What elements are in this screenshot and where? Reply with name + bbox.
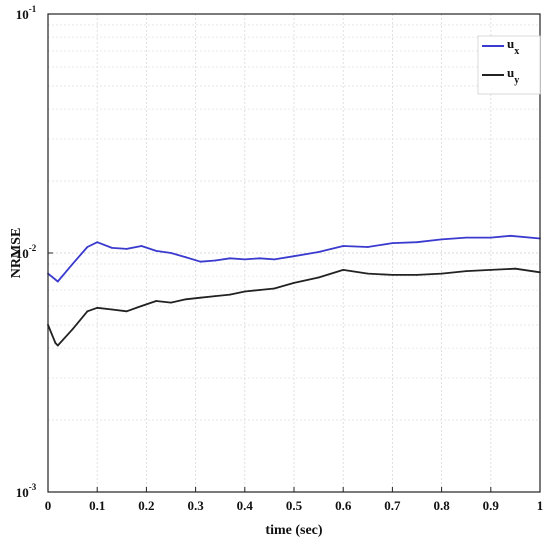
data-point-ux bbox=[155, 250, 158, 252]
y-tick-label: 10-2 bbox=[16, 243, 37, 261]
data-point-ux bbox=[71, 263, 74, 265]
data-point-ux bbox=[96, 241, 99, 244]
data-point-ux bbox=[366, 246, 369, 248]
data-point-uy bbox=[140, 305, 143, 307]
data-point-uy bbox=[317, 276, 320, 279]
data-point-ux bbox=[170, 252, 172, 254]
data-point-uy bbox=[391, 274, 394, 276]
y-axis-ticks: 10-3 10-2 10-1 bbox=[16, 4, 53, 500]
data-point-ux bbox=[293, 255, 295, 258]
data-point-ux bbox=[440, 238, 443, 241]
data-point-ux bbox=[243, 258, 246, 261]
data-point-uy bbox=[125, 310, 128, 313]
legend: ux uy bbox=[477, 35, 541, 95]
data-point-ux bbox=[229, 257, 231, 260]
data-point-uy bbox=[96, 306, 99, 309]
data-point-uy bbox=[111, 308, 113, 311]
data-point-uy bbox=[243, 290, 246, 293]
x-axis-title: time (sec) bbox=[265, 523, 322, 538]
data-point-uy bbox=[416, 274, 418, 276]
data-point-ux bbox=[86, 246, 89, 248]
data-point-ux bbox=[258, 257, 261, 260]
data-point-uy bbox=[54, 342, 57, 344]
data-point-ux bbox=[416, 241, 418, 244]
y-axis-title: NRMSE bbox=[9, 228, 24, 279]
data-point-ux bbox=[489, 236, 492, 239]
data-point-uy bbox=[155, 300, 158, 302]
legend-label-uy: uy bbox=[507, 65, 519, 86]
series-layer bbox=[47, 234, 541, 347]
data-point-ux bbox=[391, 242, 394, 245]
grid bbox=[48, 14, 540, 492]
y-tick-label: 10-1 bbox=[16, 4, 37, 22]
data-point-uy bbox=[366, 272, 369, 275]
data-point-uy bbox=[465, 270, 468, 272]
data-point-uy bbox=[489, 269, 492, 271]
y-tick-label: 10-3 bbox=[16, 482, 37, 500]
data-point-ux bbox=[125, 248, 128, 250]
x-tick-label: 0.9 bbox=[483, 498, 500, 513]
x-tick-label: 0.6 bbox=[335, 498, 352, 513]
x-tick-label: 0.8 bbox=[433, 498, 450, 513]
x-tick-label: 0.5 bbox=[286, 498, 303, 513]
x-tick-label: 0 bbox=[45, 498, 52, 513]
x-tick-label: 0.7 bbox=[384, 498, 401, 513]
data-point-uy bbox=[71, 328, 74, 331]
data-point-uy bbox=[214, 295, 217, 297]
data-point-ux bbox=[317, 251, 320, 253]
data-point-ux bbox=[199, 260, 202, 263]
data-point-ux bbox=[140, 245, 143, 247]
data-point-uy bbox=[170, 301, 172, 304]
data-point-ux bbox=[342, 245, 345, 247]
data-point-uy bbox=[184, 298, 187, 301]
data-point-ux bbox=[214, 259, 217, 262]
data-point-ux bbox=[184, 256, 187, 259]
data-point-ux bbox=[465, 236, 468, 239]
data-point-uy bbox=[293, 282, 295, 284]
x-tick-label: 1 bbox=[537, 498, 544, 513]
data-point-ux bbox=[509, 234, 512, 237]
data-point-ux bbox=[273, 258, 276, 261]
data-point-uy bbox=[514, 267, 517, 270]
data-point-uy bbox=[342, 269, 345, 271]
data-point-ux bbox=[111, 247, 113, 249]
data-point-ux bbox=[56, 280, 59, 283]
data-point-uy bbox=[273, 287, 276, 290]
x-tick-label: 0.1 bbox=[89, 498, 105, 513]
x-axis-ticks: 0 0.1 0.2 0.3 0.4 0.5 0.6 0.7 0.8 0.9 1 bbox=[45, 487, 544, 513]
data-point-uy bbox=[56, 344, 59, 347]
series-line-ux bbox=[47, 234, 541, 283]
legend-label-ux: ux bbox=[507, 36, 519, 57]
data-point-uy bbox=[86, 310, 89, 313]
data-point-uy bbox=[229, 293, 231, 296]
x-tick-label: 0.3 bbox=[187, 498, 204, 513]
x-tick-label: 0.4 bbox=[237, 498, 254, 513]
data-point-uy bbox=[258, 289, 261, 291]
x-tick-label: 0.2 bbox=[138, 498, 154, 513]
data-point-uy bbox=[199, 296, 202, 299]
data-point-uy bbox=[440, 272, 443, 275]
